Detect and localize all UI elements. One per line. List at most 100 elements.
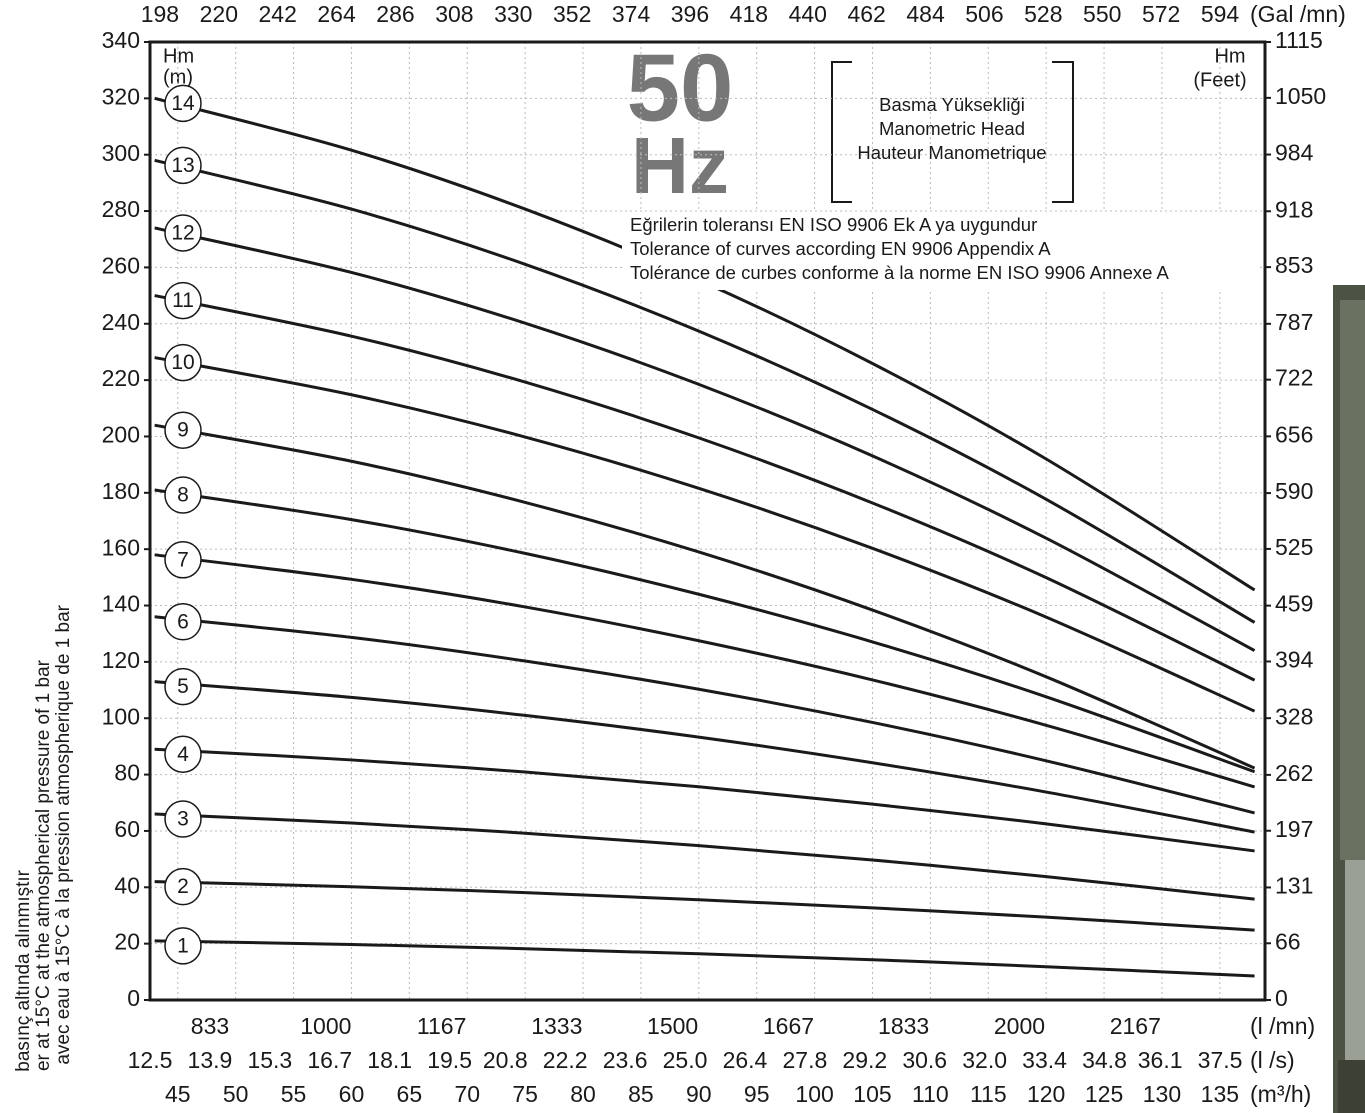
pump-curve [154, 615, 1255, 815]
x-tick-label: 55 [281, 1081, 307, 1107]
curve-marker [164, 476, 202, 514]
pump-curve [154, 747, 1255, 853]
y-tick-label: 40 [114, 872, 140, 898]
curve-label: 4 [177, 743, 189, 766]
y2-tick-label: 1115 [1275, 27, 1323, 53]
y-tick-label: 240 [102, 309, 140, 335]
curve-marker [164, 84, 202, 123]
tolerance-backdrop [622, 212, 1258, 290]
y2-label: Hm [1214, 45, 1245, 67]
ls-axis-tick-label: 16.7 [307, 1047, 352, 1073]
curve-label: 8 [177, 484, 189, 507]
top-axis-tick-label: 396 [671, 1, 709, 27]
lmn-axis-tick-label: 2167 [1110, 1013, 1161, 1039]
top-axis-tick-label: 220 [200, 1, 238, 27]
side-note: er at 15°C at the atmospherical pressure… [33, 659, 54, 1071]
top-axis-tick-label: 352 [553, 1, 591, 27]
lmn-axis-tick-label: 2000 [994, 1013, 1045, 1039]
y-tick-label: 300 [102, 140, 140, 166]
y2-tick-label: 853 [1275, 252, 1313, 278]
x-tick-label: 100 [795, 1081, 833, 1107]
top-axis-tick-label: 528 [1024, 1, 1062, 27]
top-axis-unit: (Gal /mn) [1250, 1, 1346, 27]
curve-marker [164, 735, 202, 773]
ls-axis-tick-label: 36.1 [1138, 1047, 1183, 1073]
top-axis-tick-label: 374 [612, 1, 651, 27]
lmn-axis-tick-label: 833 [191, 1013, 229, 1039]
tolerance-note: Tolerance of curves according EN 9906 Ap… [630, 238, 1051, 259]
pump-curve [154, 356, 1256, 713]
x-tick-label: 85 [628, 1081, 654, 1107]
y-tick-label: 260 [102, 252, 140, 278]
x-tick-label: 70 [454, 1081, 480, 1107]
pump-curve [154, 939, 1255, 978]
x-unit: (m³/h) [1250, 1081, 1311, 1107]
y-tick-label: 320 [102, 83, 140, 109]
y-tick-label: 180 [102, 478, 140, 504]
ls-axis-tick-label: 23.6 [603, 1047, 648, 1073]
ls-axis-tick-label: 12.5 [128, 1047, 173, 1073]
curve-label: 12 [171, 222, 194, 245]
y2-tick-label: 590 [1275, 478, 1313, 504]
x-tick-label: 130 [1143, 1081, 1181, 1107]
top-axis-tick-label: 550 [1083, 1, 1121, 27]
x-tick-label: 125 [1085, 1081, 1123, 1107]
x-tick-label: 95 [744, 1081, 770, 1107]
x-tick-label: 75 [512, 1081, 538, 1107]
top-axis-tick-label: 572 [1142, 1, 1180, 27]
y-tick-label: 140 [102, 591, 140, 617]
top-axis-tick-label: 462 [847, 1, 885, 27]
tolerance-note: Eğrilerin toleransı EN ISO 9906 Ek A ya … [630, 214, 1037, 235]
top-axis-tick-label: 594 [1201, 1, 1240, 27]
pump-curve [154, 294, 1256, 682]
pump-curve [154, 680, 1255, 834]
lmn-axis-tick-label: 1833 [878, 1013, 929, 1039]
curve-marker [164, 411, 202, 449]
curve-marker [164, 800, 202, 838]
ls-axis-tick-label: 15.3 [247, 1047, 292, 1073]
ls-axis-tick-label: 29.2 [842, 1047, 887, 1073]
curve-label: 11 [172, 289, 194, 312]
y2-tick-label: 525 [1275, 534, 1313, 560]
y-tick-label: 120 [102, 647, 140, 673]
top-axis-tick-label: 330 [494, 1, 532, 27]
y-tick-label: 340 [102, 27, 140, 53]
x-tick-label: 50 [223, 1081, 249, 1107]
side-note: basınç altında alınmıştır [13, 869, 34, 1071]
y2-tick-label: 197 [1275, 816, 1313, 842]
y2-tick-label: 0 [1275, 985, 1288, 1011]
curve-marker [164, 927, 202, 965]
side-note: avec eau à 15°C à la pression atmospheri… [53, 604, 74, 1064]
x-tick-label: 60 [339, 1081, 365, 1107]
y2-tick-label: 918 [1275, 196, 1313, 222]
frequency-unit: Hz [631, 121, 729, 210]
lmn-axis-unit: (l /mn) [1250, 1013, 1315, 1039]
curve-marker [164, 343, 202, 382]
top-axis-tick-label: 264 [317, 1, 356, 27]
curve-marker [164, 867, 202, 906]
x-tick-label: 135 [1201, 1081, 1239, 1107]
x-tick-label: 65 [397, 1081, 423, 1107]
pump-curve [154, 812, 1255, 901]
lmn-axis-tick-label: 1167 [417, 1013, 466, 1039]
y2-tick-label: 722 [1275, 365, 1313, 391]
x-tick-label: 120 [1027, 1081, 1065, 1107]
curve-label: 1 [177, 934, 189, 957]
lmn-axis-tick-label: 1667 [763, 1013, 814, 1039]
curve-label: 13 [171, 154, 194, 177]
x-tick-label: 110 [912, 1081, 949, 1107]
head-label: Hauteur Manometrique [857, 142, 1046, 163]
pump-curve [154, 226, 1256, 652]
y2-tick-label: 131 [1275, 873, 1313, 899]
head-bracket [831, 61, 1074, 203]
curve-label: 5 [177, 675, 189, 698]
lmn-axis-tick-label: 1500 [647, 1013, 698, 1039]
y-tick-label: 20 [114, 929, 140, 955]
top-axis-tick-label: 506 [965, 1, 1003, 27]
y2-tick-label: 394 [1275, 647, 1314, 673]
plot-frame [148, 40, 1267, 1002]
pump-curve [154, 158, 1256, 624]
pump-photo [1333, 285, 1365, 1113]
y-tick-label: 280 [102, 196, 140, 222]
